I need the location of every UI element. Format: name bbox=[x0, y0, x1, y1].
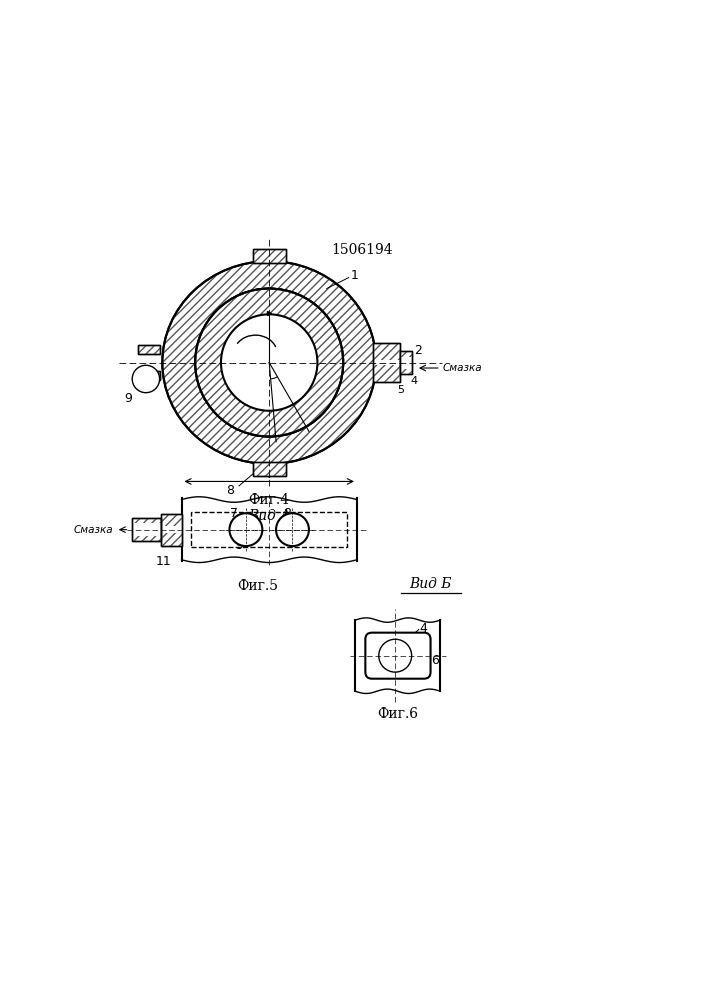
Text: 8: 8 bbox=[283, 507, 291, 520]
Text: 6: 6 bbox=[431, 654, 439, 667]
Bar bbox=[373, 343, 399, 360]
Bar bbox=[160, 514, 182, 526]
Circle shape bbox=[195, 289, 343, 437]
Bar bbox=[138, 371, 160, 380]
Text: 7: 7 bbox=[201, 390, 209, 403]
Text: А: А bbox=[213, 390, 221, 403]
Bar bbox=[253, 249, 286, 263]
Bar bbox=[399, 351, 411, 374]
Bar bbox=[132, 518, 160, 541]
Text: Вид Б: Вид Б bbox=[409, 577, 452, 591]
Text: Вид А: Вид А bbox=[248, 509, 291, 523]
Bar bbox=[138, 345, 160, 354]
Bar bbox=[138, 345, 160, 354]
Bar bbox=[373, 343, 399, 382]
Text: Фиг.4: Фиг.4 bbox=[249, 493, 290, 507]
Bar bbox=[132, 536, 160, 541]
Bar bbox=[253, 462, 286, 476]
Bar bbox=[399, 351, 411, 357]
Circle shape bbox=[276, 513, 309, 546]
Circle shape bbox=[379, 639, 411, 672]
Text: 11: 11 bbox=[156, 555, 171, 568]
Text: ω: ω bbox=[214, 334, 226, 348]
Text: 9: 9 bbox=[124, 392, 132, 405]
Bar bbox=[373, 343, 399, 382]
FancyBboxPatch shape bbox=[366, 633, 431, 679]
Text: 4: 4 bbox=[420, 622, 428, 635]
Circle shape bbox=[221, 314, 317, 411]
Text: Смазка: Смазка bbox=[74, 525, 113, 535]
Circle shape bbox=[132, 365, 160, 393]
Bar bbox=[160, 514, 182, 546]
Bar bbox=[160, 514, 182, 546]
Bar bbox=[138, 345, 160, 354]
Text: Фиг.5: Фиг.5 bbox=[238, 579, 279, 593]
Bar bbox=[253, 462, 286, 476]
Bar bbox=[356, 620, 440, 691]
Bar bbox=[160, 533, 182, 546]
Text: 5: 5 bbox=[397, 385, 404, 395]
Circle shape bbox=[195, 289, 343, 437]
Text: α: α bbox=[249, 368, 257, 378]
Bar bbox=[253, 249, 286, 263]
Bar bbox=[182, 498, 357, 561]
Text: 9: 9 bbox=[235, 539, 243, 552]
Text: 2: 2 bbox=[414, 344, 422, 357]
Bar bbox=[138, 371, 160, 380]
Text: Смазка: Смазка bbox=[443, 363, 482, 373]
Bar bbox=[253, 249, 286, 263]
Bar bbox=[373, 365, 399, 382]
Bar bbox=[132, 518, 160, 523]
Bar bbox=[399, 351, 411, 374]
Text: 3: 3 bbox=[308, 388, 315, 401]
Bar bbox=[132, 518, 160, 541]
Text: D: D bbox=[272, 316, 281, 326]
Ellipse shape bbox=[163, 261, 376, 464]
Text: Фиг.6: Фиг.6 bbox=[378, 707, 419, 721]
Text: 4: 4 bbox=[411, 376, 418, 386]
Bar bbox=[138, 371, 160, 380]
Text: 7: 7 bbox=[230, 507, 238, 520]
Text: 10: 10 bbox=[308, 344, 322, 354]
Bar bbox=[192, 512, 347, 547]
Text: 1: 1 bbox=[350, 269, 358, 282]
Text: 8: 8 bbox=[226, 484, 234, 497]
Circle shape bbox=[230, 513, 262, 546]
Text: l: l bbox=[267, 466, 271, 481]
Bar bbox=[399, 369, 411, 374]
Text: 1506194: 1506194 bbox=[332, 243, 393, 257]
Bar bbox=[253, 462, 286, 476]
